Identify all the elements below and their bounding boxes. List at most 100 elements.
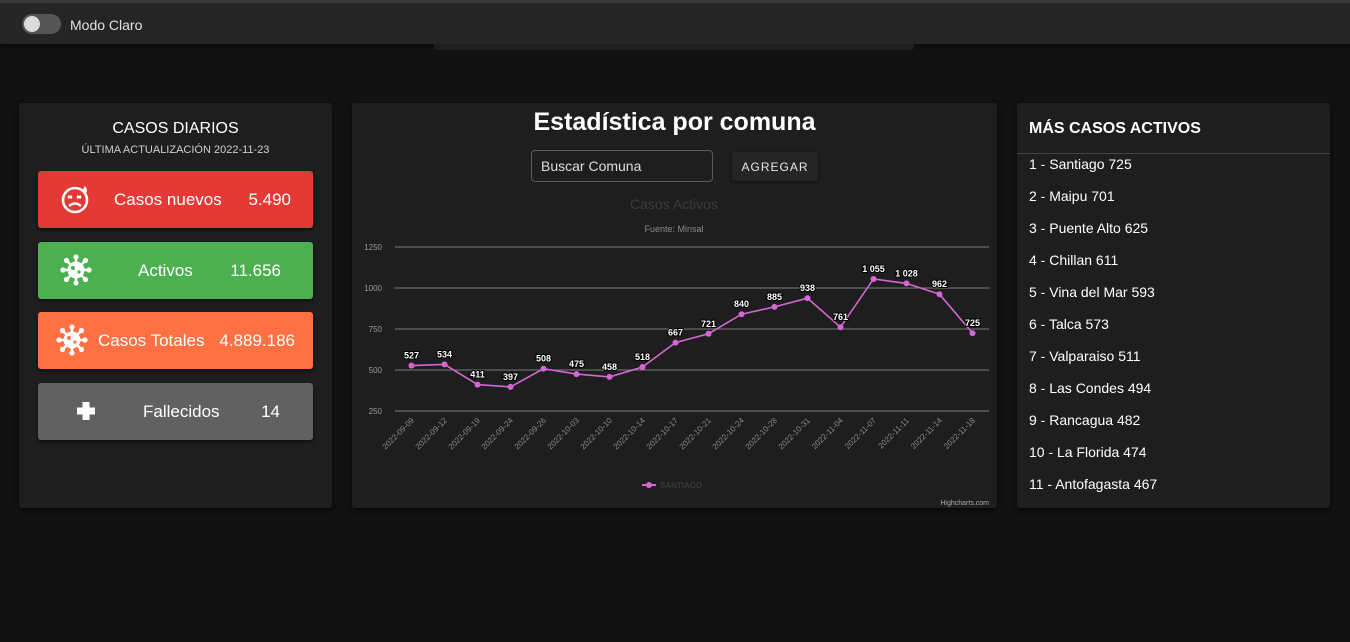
x-tick-label: 2022-10-17 (645, 416, 681, 452)
new-cases-value: 5.490 (248, 190, 291, 209)
y-tick-label: 250 (369, 407, 383, 416)
data-label: 1 028 (895, 268, 918, 278)
x-tick-label: 2022-09-24 (480, 416, 516, 452)
daily-cases-title: CASOS DIARIOS (112, 120, 239, 137)
data-point (969, 330, 976, 337)
data-label: 885 (767, 292, 782, 302)
title-divider (1017, 153, 1330, 154)
x-tick-label: 2022-10-14 (612, 416, 648, 452)
data-label: 534 (437, 349, 452, 359)
data-point (771, 303, 778, 310)
data-label: 962 (932, 279, 947, 289)
x-tick-label: 2022-09-26 (513, 416, 549, 452)
add-comuna-button[interactable]: AGREGAR (732, 152, 818, 181)
data-point (870, 275, 877, 282)
list-item[interactable]: 11 - Antofagasta 467 (1029, 476, 1158, 492)
toggle-knob (24, 16, 40, 32)
data-label: 411 (470, 370, 485, 380)
daily-cases-panel: CASOS DIARIOS ÚLTIMA ACTUALIZACIÓN 2022-… (19, 103, 332, 508)
data-point (441, 361, 448, 368)
data-point (573, 371, 580, 378)
data-label: 840 (734, 299, 749, 309)
plus-cross-icon (77, 402, 95, 420)
data-label: 725 (965, 318, 980, 328)
list-item[interactable]: 3 - Puente Alto 625 (1029, 220, 1149, 236)
data-point (639, 364, 646, 371)
list-item[interactable]: 6 - Talca 573 (1029, 316, 1109, 332)
list-item[interactable]: 5 - Vina del Mar 593 (1029, 284, 1155, 300)
virus-icon (60, 254, 92, 286)
new-cases-card: Casos nuevos 5.490 (38, 171, 313, 228)
comuna-stats-panel: Estadística por comuna AGREGAR Casos Act… (352, 103, 997, 508)
list-item[interactable]: 8 - Las Condes 494 (1029, 380, 1152, 396)
x-tick-label: 2022-11-18 (942, 416, 977, 451)
list-item[interactable]: 4 - Chillan 611 (1029, 252, 1119, 268)
total-cases-label: Casos Totales (98, 331, 205, 350)
deaths-value: 14 (261, 402, 280, 421)
data-label: 1 055 (862, 264, 885, 274)
sick-face-icon (61, 186, 89, 214)
data-point (705, 330, 712, 337)
data-label: 475 (569, 359, 584, 369)
total-cases-card: Casos Totales 4.889.186 (38, 312, 313, 369)
data-point (540, 365, 547, 372)
chart-subtitle: Fuente: Minsal (644, 224, 703, 234)
new-cases-label: Casos nuevos (114, 190, 222, 209)
active-cases-value: 11.656 (230, 261, 281, 280)
virus-icon (56, 324, 88, 356)
x-tick-label: 2022-11-14 (909, 416, 944, 451)
comuna-search-input[interactable] (531, 150, 713, 182)
data-point (474, 381, 481, 388)
top-bar: Modo Claro (0, 0, 1350, 44)
x-tick-label: 2022-09-19 (447, 416, 483, 452)
data-label: 527 (404, 351, 419, 361)
x-tick-label: 2022-11-04 (810, 416, 845, 451)
legend-marker (646, 482, 652, 488)
data-point (738, 311, 745, 318)
data-label: 667 (668, 328, 683, 338)
comuna-stats-heading: Estadística por comuna (533, 108, 816, 136)
deaths-card: Fallecidos 14 (38, 383, 313, 440)
list-item[interactable]: 7 - Valparaiso 511 (1029, 348, 1141, 364)
data-point (804, 295, 811, 302)
data-point (672, 339, 679, 346)
top-active-panel: MÁS CASOS ACTIVOS 1 - Santiago 725 2 - M… (1017, 103, 1330, 508)
legend-label: SANTIAGO (660, 481, 702, 490)
list-item[interactable]: 10 - La Florida 474 (1029, 444, 1147, 460)
theme-toggle[interactable] (22, 14, 61, 34)
x-tick-label: 2022-10-21 (678, 416, 714, 452)
data-point (837, 324, 844, 331)
x-tick-label: 2022-10-24 (711, 416, 747, 452)
data-point (606, 373, 613, 380)
chart-title: Casos Activos (630, 196, 718, 212)
list-item[interactable]: 9 - Rancagua 482 (1029, 412, 1141, 428)
deaths-label: Fallecidos (143, 402, 220, 421)
top-active-list: 1 - Santiago 725 2 - Maipu 701 3 - Puent… (1029, 157, 1157, 508)
theme-toggle-label: Modo Claro (70, 17, 143, 33)
total-cases-value: 4.889.186 (219, 331, 295, 350)
x-tick-label: 2022-10-03 (546, 416, 582, 452)
data-point (936, 291, 943, 298)
x-tick-label: 2022-10-28 (744, 416, 780, 452)
data-label: 938 (800, 283, 815, 293)
y-tick-label: 1000 (364, 284, 382, 293)
x-tick-label: 2022-11-07 (843, 416, 878, 451)
active-cases-label: Activos (138, 261, 193, 280)
data-label: 458 (602, 362, 617, 372)
data-label: 508 (536, 354, 551, 364)
x-tick-label: 2022-09-09 (381, 416, 417, 452)
x-tick-label: 2022-09-12 (414, 416, 450, 452)
data-point (408, 362, 415, 369)
data-point (903, 280, 910, 287)
active-cases-chart: Casos Activos Fuente: Minsal 250 500 750 1000… (364, 196, 989, 507)
last-update-label: ÚLTIMA ACTUALIZACIÓN 2022-11-23 (81, 144, 270, 156)
data-label: 721 (701, 319, 716, 329)
data-label: 397 (503, 372, 518, 382)
list-item[interactable]: 1 - Santiago 725 (1029, 156, 1132, 172)
y-tick-label: 500 (369, 366, 383, 375)
data-label: 518 (635, 352, 650, 362)
x-tick-label: 2022-11-11 (876, 416, 911, 451)
list-item[interactable]: 2 - Maipu 701 (1029, 188, 1115, 204)
chart-credit: Highcharts.com (940, 500, 989, 507)
header-tab (434, 44, 914, 50)
